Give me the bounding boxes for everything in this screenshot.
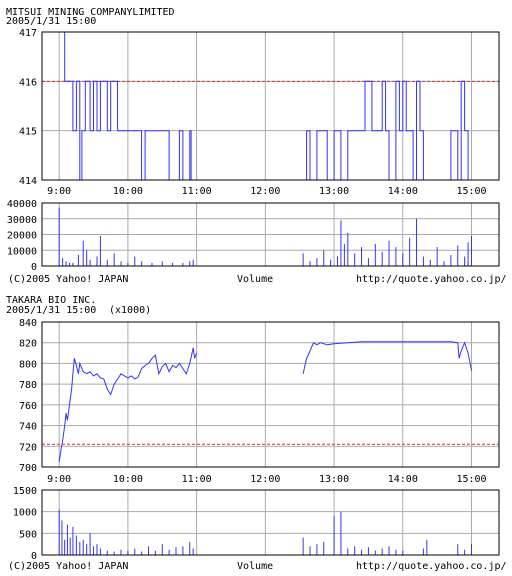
price-series-line [302,341,472,374]
chart-2-volume-label: Volume [237,561,273,572]
chart-2-unit-note: (x1000) [109,305,151,316]
y-tick-label: 720 [19,442,37,453]
volume-y-tick-label: 1500 [13,486,37,497]
chart-2-volume-panel: 0 500 1000 1500 [13,486,500,562]
y-tick-label: 780 [19,380,37,391]
chart-2-copyright: (C)2005 Yahoo! JAPAN [8,561,128,572]
chart-2-url[interactable]: http://quote.yahoo.co.jp/ [356,561,507,572]
x-tick-label: 12:00 [250,186,280,197]
price-frame [41,321,500,468]
chart-1-copyright: (C)2005 Yahoo! JAPAN [8,274,128,285]
x-tick-label: 15:00 [456,186,486,197]
volume-y-tick-label: 1000 [13,508,37,519]
y-tick-label: 760 [19,401,37,412]
volume-frame [41,489,500,556]
x-tick-label: 13:00 [319,186,349,197]
volume-frame [41,202,500,267]
x-tick-label: 11:00 [182,474,212,485]
y-tick-label: 417 [19,28,37,39]
chart-1-price-panel: 9:00 10:00 11:00 12:00 13:00 14:00 15:00 414 415… [19,28,500,197]
x-tick-label: 12:00 [250,474,280,485]
chart-1-volume-panel: 0 10000 20000 30000 40000 [7,199,500,273]
y-tick-label: 416 [19,77,37,88]
price-frame [41,31,500,181]
chart-1-volume-label: Volume [237,274,273,285]
y-tick-label: 414 [19,176,37,187]
y-tick-label: 700 [19,463,37,474]
y-tick-label: 415 [19,127,37,138]
x-tick-label: 11:00 [182,186,212,197]
chart-2-price-panel: 9:00 10:00 11:00 12:00 13:00 14:00 15:00 700 720… [19,318,500,485]
volume-y-tick-label: 30000 [7,215,37,226]
y-tick-label: 840 [19,318,37,329]
y-tick-label: 740 [19,422,37,433]
x-tick-label: 13:00 [319,474,349,485]
x-tick-label: 9:00 [47,186,71,197]
volume-y-tick-label: 40000 [7,199,37,210]
chart-1-datetime: 2005/1/31 15:00 [6,16,96,27]
price-series-line [58,347,198,462]
chart-2-title: TAKARA BIO INC. [6,295,96,306]
x-tick-label: 9:00 [47,474,71,485]
x-tick-label: 10:00 [113,186,143,197]
x-tick-label: 10:00 [113,474,143,485]
chart-1-title: MITSUI MINING COMPANYLIMITED [6,7,175,18]
volume-y-tick-label: 0 [31,262,37,273]
y-tick-label: 800 [19,359,37,370]
volume-y-tick-label: 0 [31,551,37,562]
volume-y-tick-label: 20000 [7,231,37,242]
x-tick-label: 14:00 [388,474,418,485]
x-tick-label: 14:00 [388,186,418,197]
chart-2-datetime: 2005/1/31 15:00 [6,305,96,316]
x-tick-label: 15:00 [456,474,486,485]
volume-y-tick-label: 500 [19,529,37,540]
chart-1-url[interactable]: http://quote.yahoo.co.jp/ [356,274,507,285]
y-tick-label: 820 [19,339,37,350]
volume-y-tick-label: 10000 [7,246,37,257]
